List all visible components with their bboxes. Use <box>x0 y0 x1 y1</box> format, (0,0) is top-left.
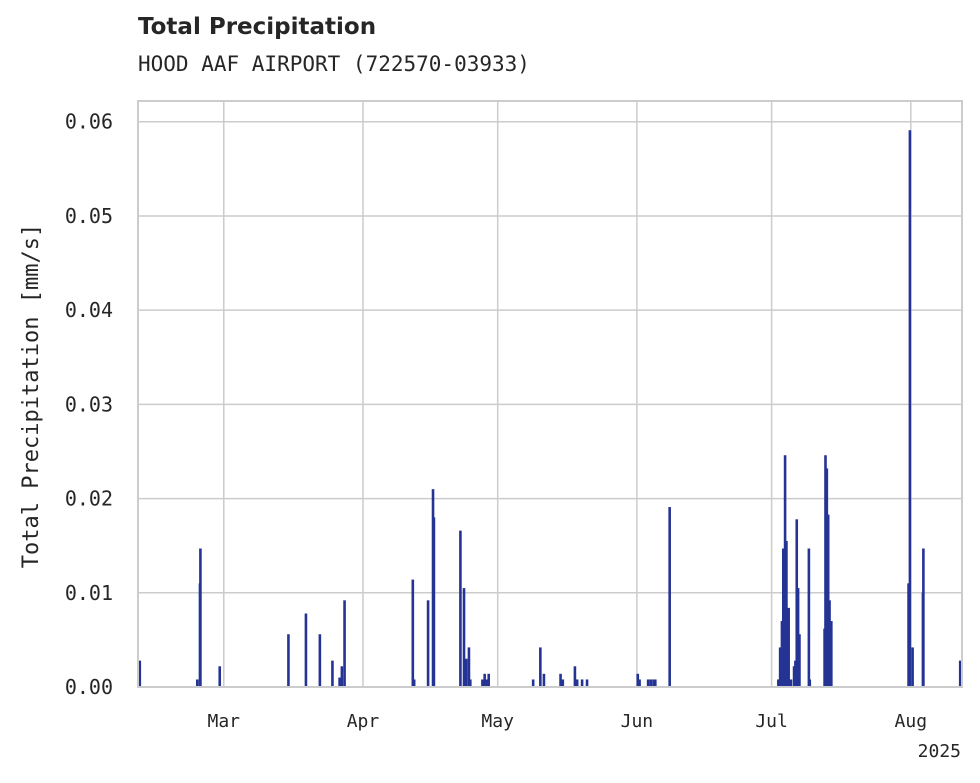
y-tick-label: 0.06 <box>65 110 113 134</box>
precipitation-bar <box>654 679 657 687</box>
y-axis-label: Total Precipitation [mm/s] <box>19 224 44 568</box>
precipitation-bar <box>573 666 577 687</box>
plot-frame <box>137 100 963 688</box>
precipitation-bar <box>195 679 199 687</box>
precipitation-bar <box>780 621 784 687</box>
precipitation-bar <box>485 679 489 687</box>
y-tick-label: 0.04 <box>65 298 113 322</box>
precipitation-bar <box>426 600 430 687</box>
precipitation-bar <box>825 468 829 687</box>
precipitation-bar <box>481 679 484 687</box>
y-tick-label: 0.03 <box>65 392 113 416</box>
precipitation-bar <box>668 507 671 687</box>
precipitation-bar <box>911 647 914 687</box>
y-tick-label: 0.02 <box>65 487 113 511</box>
precipitation-bar <box>331 660 334 687</box>
precipitation-bar <box>304 613 308 687</box>
x-tick-label: Aug <box>895 711 928 732</box>
precipitation-bar <box>646 679 650 687</box>
year-label: 2025 <box>918 741 961 762</box>
precipitation-bar <box>462 588 466 687</box>
precipitation-bar <box>585 679 589 687</box>
precipitation-bar <box>636 673 640 687</box>
precipitation-bar <box>807 548 811 687</box>
precipitation-bar <box>778 647 782 687</box>
grid-lines <box>138 101 962 688</box>
precipitation-bar <box>921 592 925 687</box>
precipitation-bar <box>649 679 653 687</box>
bar-series <box>138 130 962 687</box>
precipitation-bar <box>318 634 322 687</box>
precipitation-bar <box>652 679 655 687</box>
precipitation-bar <box>464 658 468 687</box>
precipitation-bar <box>808 679 812 687</box>
precipitation-bar <box>792 666 796 687</box>
precipitation-bar <box>958 660 962 687</box>
precipitation-bar <box>787 607 790 687</box>
precipitation-bar <box>487 673 491 687</box>
precipitation-bar <box>908 130 912 687</box>
precipitation-bar <box>343 600 346 687</box>
precipitation-bar <box>338 677 341 687</box>
precipitation-bar <box>575 679 579 687</box>
precipitation-bar <box>483 673 486 687</box>
precipitation-bar <box>794 660 797 687</box>
precipitation-bar <box>539 647 542 687</box>
precipitation-bar <box>789 679 793 687</box>
precipitation-bar <box>785 540 788 687</box>
precipitation-bar <box>542 673 546 687</box>
precipitation-bar <box>412 679 416 687</box>
precipitation-bar <box>777 679 780 687</box>
x-tick-labels: Mar Apr May Jun Jul Aug <box>208 711 928 732</box>
precipitation-bar <box>432 517 436 687</box>
precipitation-bar <box>795 519 799 687</box>
precipitation-bar <box>218 666 222 687</box>
precipitation-bar <box>824 455 827 687</box>
x-tick-label: Apr <box>347 711 380 732</box>
precipitation-bar <box>531 679 535 687</box>
precipitation-bar <box>826 514 830 687</box>
precipitation-bar <box>796 588 800 687</box>
precipitation-bar <box>468 679 472 687</box>
precipitation-bar <box>287 634 290 687</box>
precipitation-bar <box>340 666 344 687</box>
x-tick-label: Jul <box>755 711 788 732</box>
precipitation-bar <box>138 660 142 687</box>
precipitation-bar <box>830 621 833 687</box>
precipitation-bar <box>828 600 831 687</box>
precipitation-bar <box>638 679 641 687</box>
precipitation-bar <box>580 679 584 687</box>
precipitation-bar <box>907 583 910 687</box>
y-tick-labels: 0.00 0.01 0.02 0.03 0.04 0.05 0.06 <box>65 110 113 699</box>
y-tick-label: 0.05 <box>65 204 113 228</box>
precipitation-bar <box>411 579 415 687</box>
chart-title: Total Precipitation <box>138 14 377 40</box>
precipitation-bar <box>459 530 462 687</box>
precipitation-bar <box>783 455 787 687</box>
y-tick-label: 0.00 <box>65 675 113 699</box>
precipitation-bar <box>198 583 202 687</box>
precipitation-bar <box>559 673 562 687</box>
precipitation-bar <box>467 647 471 687</box>
x-tick-label: Jun <box>621 711 654 732</box>
precipitation-bar <box>798 634 801 687</box>
chart-subtitle: HOOD AAF AIRPORT (722570-03933) <box>138 52 530 76</box>
x-tick-label: Mar <box>208 711 241 732</box>
precipitation-bar <box>561 679 565 687</box>
x-tick-label: May <box>481 711 514 732</box>
precipitation-bar <box>781 548 785 687</box>
y-tick-label: 0.01 <box>65 581 113 605</box>
